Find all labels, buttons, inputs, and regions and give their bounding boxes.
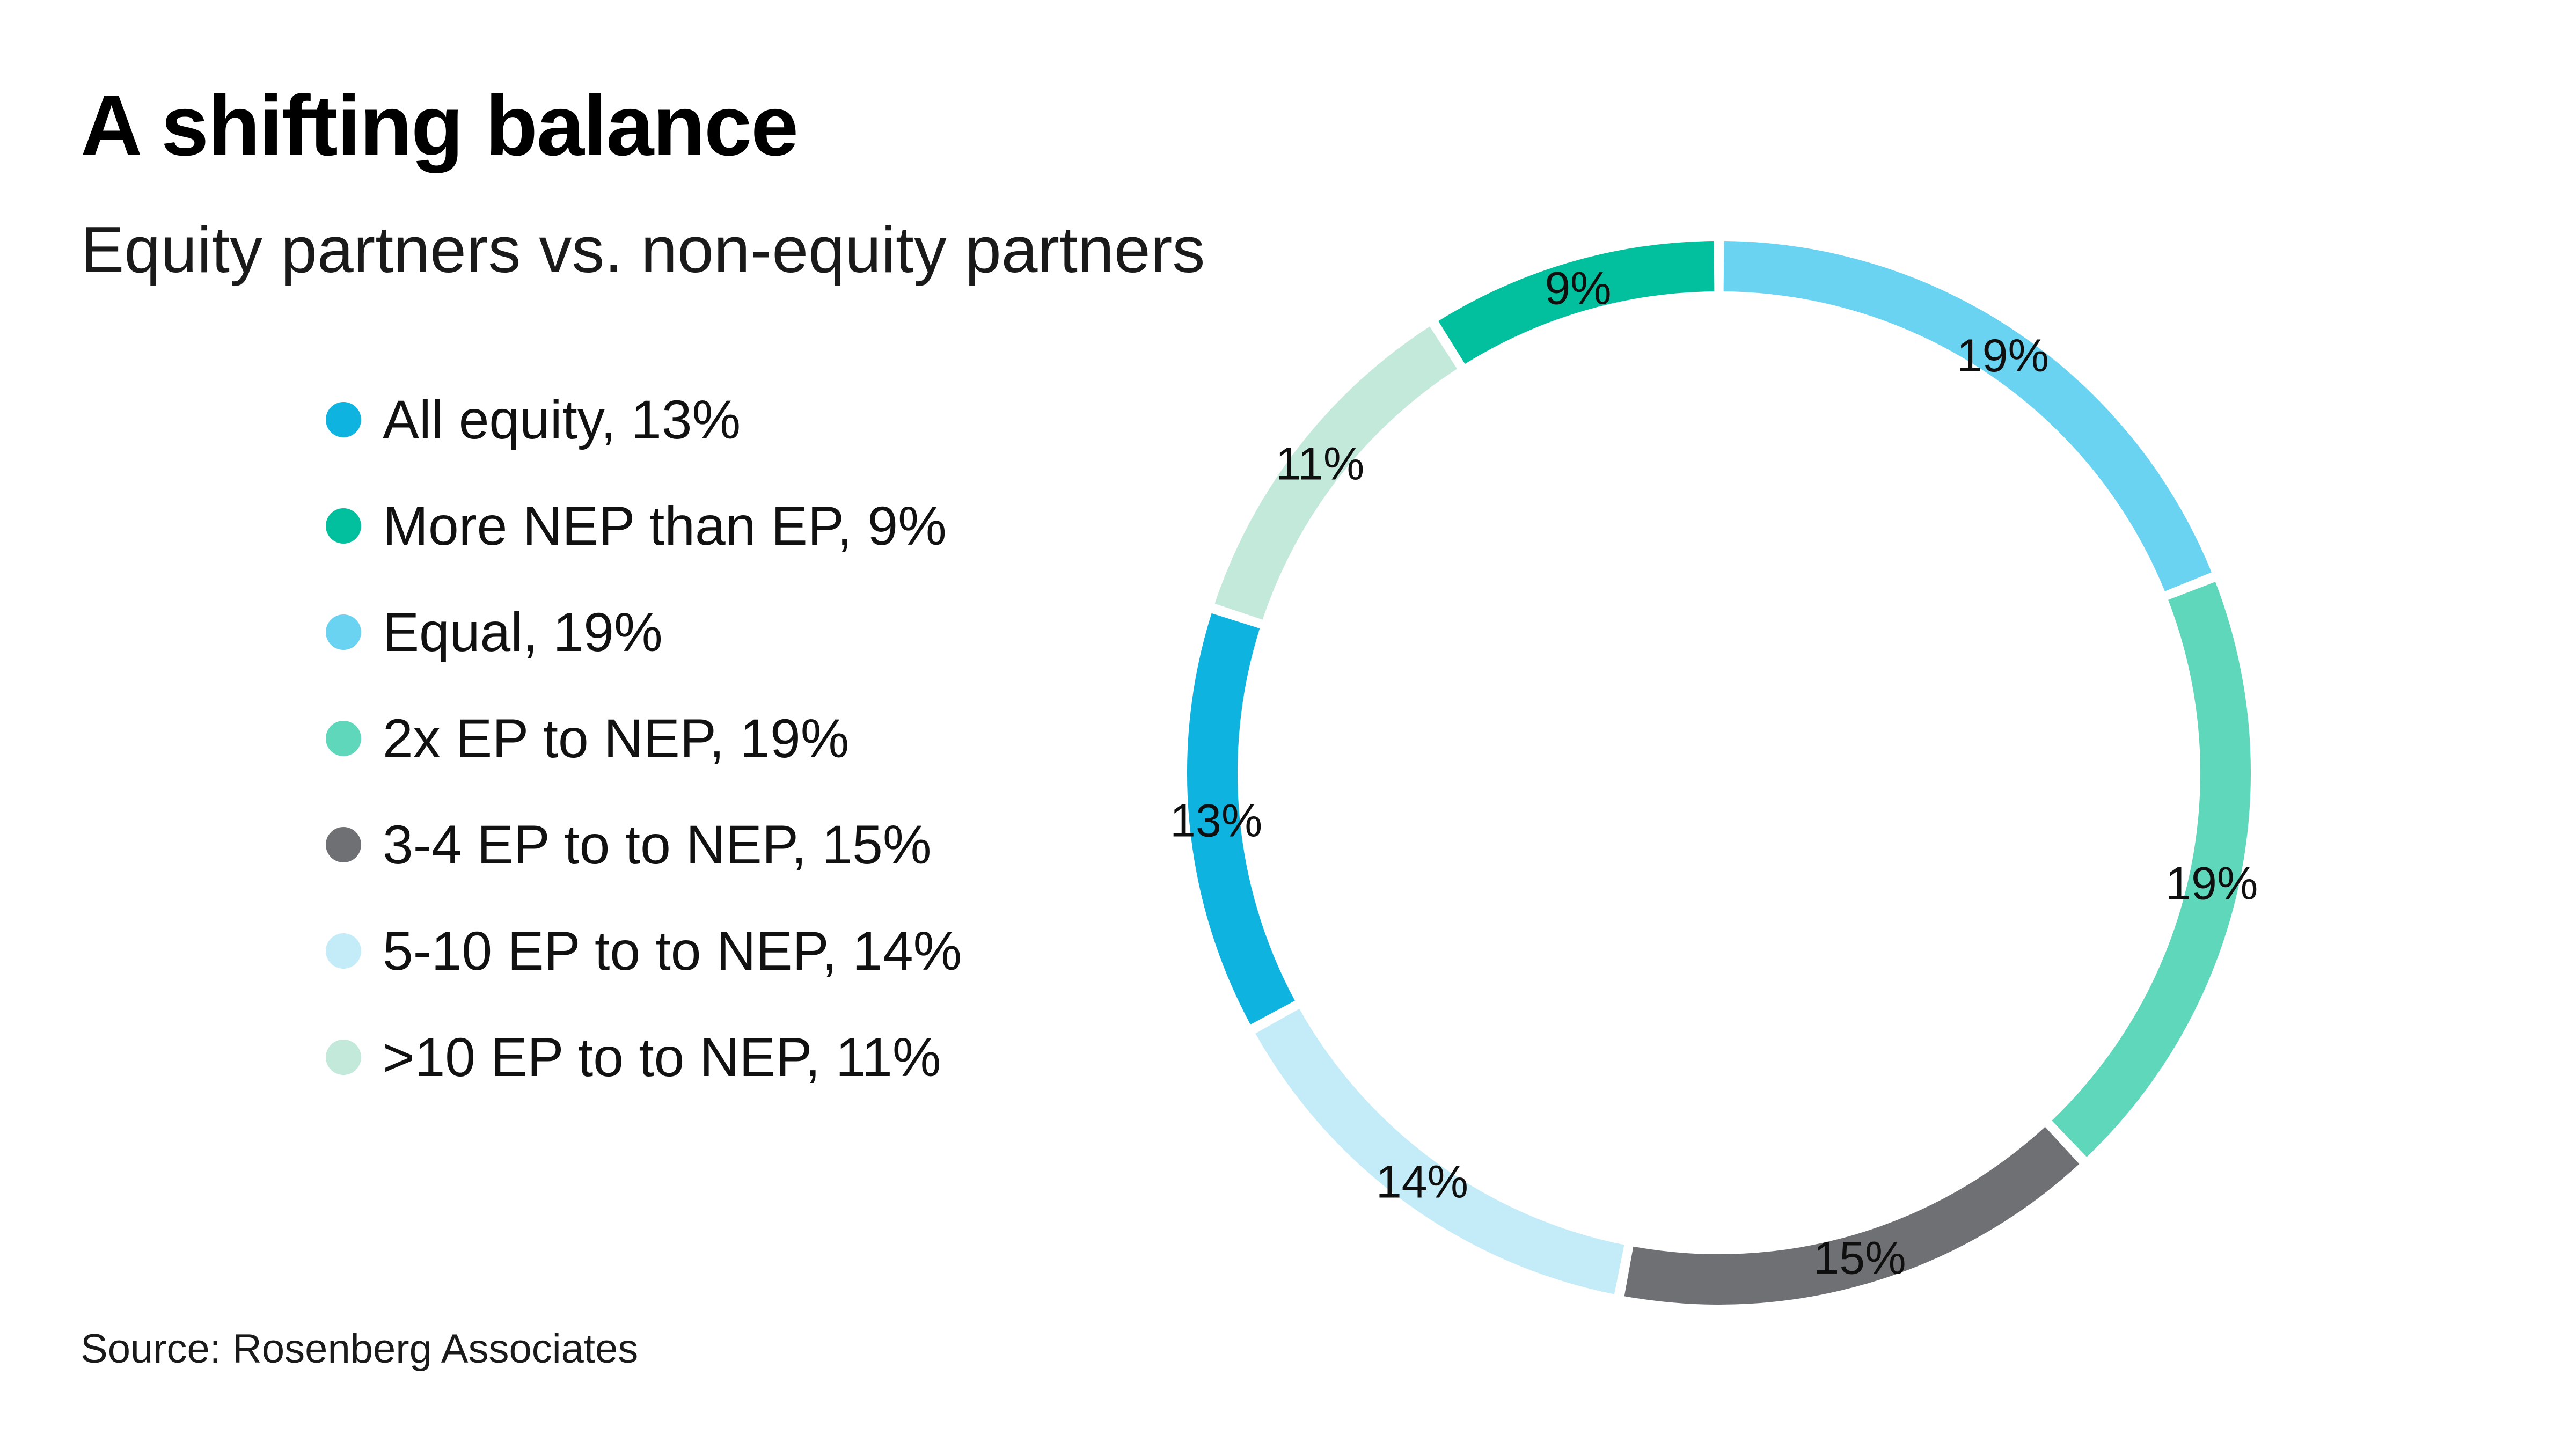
donut-slice-more-nep-than-ep	[1438, 241, 1715, 364]
slice-label-all-equity: 13%	[1170, 795, 1262, 847]
legend-bullet-icon	[326, 1040, 361, 1075]
source-note: Source: Rosenberg Associates	[80, 1326, 639, 1372]
legend-bullet-icon	[326, 721, 361, 756]
legend-item-2x-ep-to-nep: 2x EP to NEP, 19%	[326, 685, 962, 792]
legend-item-label: >10 EP to to NEP, 11%	[383, 1027, 941, 1088]
donut-slice-3-4-ep-to-to-nep	[1624, 1126, 2080, 1305]
donut-slice-all-equity	[1187, 613, 1295, 1025]
slice-label-3-4-ep-to-to-nep: 15%	[1813, 1233, 1906, 1284]
legend-item-all-equity: All equity, 13%	[326, 367, 962, 473]
slice-label-equal: 19%	[1957, 330, 2049, 382]
chart-title: A shifting balance	[80, 77, 799, 173]
legend-item-3-4-ep-to-to-nep: 3-4 EP to to NEP, 15%	[326, 792, 962, 898]
legend-item-equal: Equal, 19%	[326, 579, 962, 685]
legend-item-10-ep-to-to-nep: >10 EP to to NEP, 11%	[326, 1004, 962, 1110]
slice-label-5-10-ep-to-to-nep: 14%	[1376, 1156, 1468, 1208]
donut-slice-5-10-ep-to-to-nep	[1255, 1008, 1624, 1294]
legend-bullet-icon	[326, 827, 361, 862]
legend-bullet-icon	[326, 402, 361, 437]
legend-item-label: 2x EP to NEP, 19%	[383, 708, 850, 769]
slice-label-more-nep-than-ep: 9%	[1545, 263, 1611, 314]
legend-item-label: 5-10 EP to to NEP, 14%	[383, 920, 962, 982]
slice-label-2x-ep-to-nep: 19%	[2165, 858, 2258, 909]
legend-bullet-icon	[326, 614, 361, 650]
legend-item-label: All equity, 13%	[383, 389, 741, 450]
donut-slice-2x-ep-to-nep	[2052, 582, 2251, 1157]
legend-item-label: 3-4 EP to to NEP, 15%	[383, 814, 932, 875]
legend-bullet-icon	[326, 933, 361, 969]
legend-item-label: Equal, 19%	[383, 602, 663, 663]
legend-item-label: More NEP than EP, 9%	[383, 495, 947, 557]
legend: All equity, 13% More NEP than EP, 9% Equal…	[326, 367, 962, 1110]
donut-slice-10-ep-to-to-nep	[1214, 326, 1458, 620]
donut-chart: 19% 19% 15% 14% 13% 11% 9%	[1170, 241, 2258, 1305]
legend-bullet-icon	[326, 508, 361, 544]
donut-slice-equal	[1723, 241, 2212, 591]
legend-item-more-nep-than-ep: More NEP than EP, 9%	[326, 473, 962, 579]
legend-item-5-10-ep-to-to-nep: 5-10 EP to to NEP, 14%	[326, 898, 962, 1004]
slice-label-10-ep-to-to-nep: 11%	[1276, 438, 1365, 489]
chart-subtitle: Equity partners vs. non-equity partners	[80, 213, 1205, 286]
